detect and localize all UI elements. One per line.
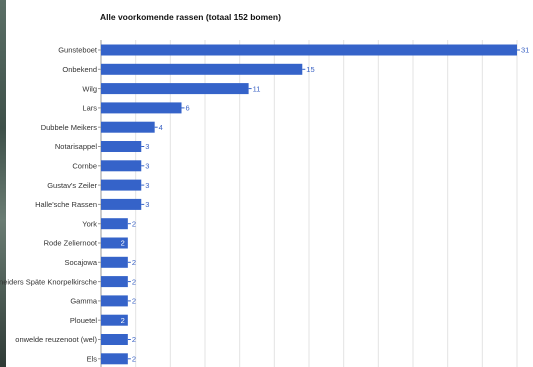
data-label: 3 — [145, 142, 149, 151]
data-label: 15 — [306, 65, 314, 74]
data-label: 31 — [521, 46, 529, 55]
category-label: Gamma — [70, 297, 98, 306]
data-label: 2 — [132, 258, 136, 267]
bar-10 — [101, 237, 128, 249]
data-label: 3 — [145, 162, 149, 171]
data-label: 2 — [132, 297, 136, 306]
bar-11 — [101, 256, 128, 268]
category-label: Onbekend — [62, 65, 97, 74]
category-label: Cornbe — [72, 162, 97, 171]
bar-3 — [101, 102, 182, 114]
category-label: Schneiders Späte Knorpelkirsche — [0, 277, 97, 286]
category-label: Els — [87, 355, 98, 364]
category-label: Gustav's Zeiler — [47, 181, 97, 190]
bar-12 — [101, 276, 128, 288]
bar-1 — [101, 63, 303, 75]
category-label: Lars — [82, 104, 97, 113]
bar-7 — [101, 179, 142, 191]
bar-16 — [101, 353, 128, 365]
bar-6 — [101, 160, 142, 172]
category-label: Gunsteboet — [58, 46, 98, 55]
bar-14 — [101, 314, 128, 326]
bar-2 — [101, 83, 249, 95]
bar-5 — [101, 141, 142, 152]
data-label: 11 — [253, 84, 261, 93]
background-photo-edge — [0, 0, 6, 367]
bar-13 — [101, 295, 128, 307]
data-label: 2 — [132, 219, 136, 228]
chart-title: Alle voorkomende rassen (totaal 152 bome… — [100, 12, 281, 22]
category-label: Rode Zeliernoot — [44, 239, 98, 248]
data-label: 3 — [145, 200, 149, 209]
data-label: 2 — [121, 239, 125, 248]
bar-0 — [101, 44, 517, 56]
data-label: 2 — [132, 335, 136, 344]
category-label: Wilg — [82, 84, 97, 93]
category-label: York — [82, 219, 97, 228]
category-label: Dubbele Meikers — [41, 123, 98, 132]
bar-8 — [101, 198, 142, 210]
data-label: 6 — [186, 104, 190, 113]
data-label: 3 — [145, 181, 149, 190]
category-label: Plouetel — [70, 316, 97, 325]
category-label: onwelde reuzenoot (wel) — [15, 335, 97, 344]
bar-4 — [101, 121, 155, 133]
data-label: 4 — [159, 123, 163, 132]
category-label: Notarisappel — [55, 142, 97, 151]
data-label: 2 — [132, 277, 136, 286]
category-label: Halle'sche Rassen — [35, 200, 97, 209]
category-label: Socajowa — [64, 258, 97, 267]
data-label: 2 — [132, 355, 136, 364]
bar-15 — [101, 334, 128, 345]
data-label: 2 — [121, 316, 125, 325]
bar-9 — [101, 218, 128, 230]
